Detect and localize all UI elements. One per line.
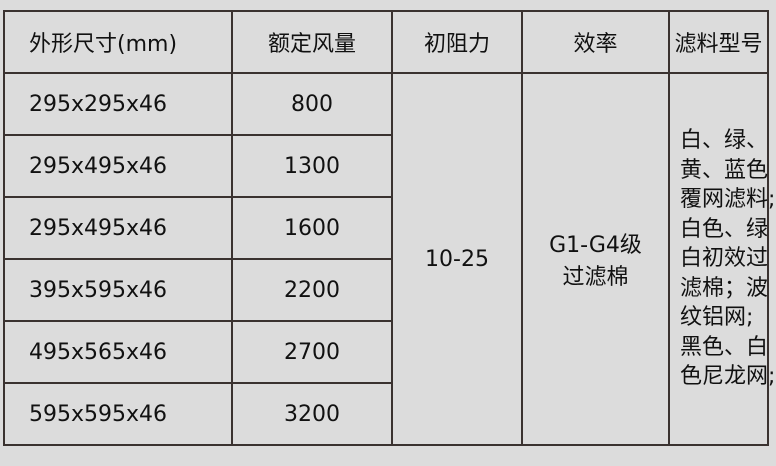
table-row: 295x495x46 1600 [3, 196, 768, 260]
size-cell: 295x495x46 [3, 196, 233, 260]
media-line: 覆网滤料; [680, 187, 776, 213]
media-line: 黄、蓝色 [680, 157, 769, 183]
airflow-cell: 2200 [231, 258, 393, 322]
size-cell: 395x595x46 [3, 258, 233, 322]
filter-spec-table: 外形尺寸(mm) 额定风量 初阻力 效率 滤料型号 295x295x46 800… [3, 10, 775, 446]
table-header-row: 外形尺寸(mm) 额定风量 初阻力 效率 滤料型号 [3, 10, 769, 74]
table-row: 495x565x46 2700 [3, 320, 768, 384]
table-row: 295x495x46 1300 [3, 134, 768, 198]
airflow-cell: 800 [231, 72, 393, 136]
size-cell: 595x595x46 [3, 382, 233, 446]
airflow-cell: 1600 [231, 196, 393, 260]
media-line: 白、绿、 [680, 128, 769, 154]
media-line: 色尼龙网; [680, 364, 776, 390]
size-cell: 295x495x46 [3, 134, 233, 198]
header-airflow: 额定风量 [231, 10, 393, 74]
media-line: 黑色、白 [680, 334, 769, 360]
header-media: 滤料型号 [668, 10, 769, 74]
media-line: 纹铝网; [680, 305, 754, 331]
header-size: 外形尺寸(mm) [3, 10, 233, 74]
airflow-cell: 2700 [231, 320, 393, 384]
size-cell: 495x565x46 [3, 320, 233, 384]
efficiency-line: G1-G4级 [549, 233, 642, 258]
media-line: 滤棉；波 [680, 275, 769, 301]
table-row: 395x595x46 2200 [3, 258, 768, 322]
size-cell: 295x295x46 [3, 72, 233, 136]
table-row: 595x595x46 3200 [3, 382, 768, 446]
resistance-cell: 10-25 [391, 72, 523, 446]
airflow-cell: 1300 [231, 134, 393, 198]
efficiency-line: 过滤棉 [562, 265, 629, 290]
media-line: 白初效过 [680, 246, 769, 272]
media-cell: 白、绿、 黄、蓝色 覆网滤料; 白色、绿 白初效过 滤棉；波 纹铝网; 黑色、白… [668, 72, 776, 446]
header-resistance: 初阻力 [391, 10, 523, 74]
header-efficiency: 效率 [521, 10, 670, 74]
media-line: 白色、绿 [680, 216, 769, 242]
table-row: 295x295x46 800 10-25 G1-G4级 过滤棉 白、绿、 黄、蓝… [3, 72, 775, 446]
efficiency-cell: G1-G4级 过滤棉 [521, 72, 670, 446]
airflow-cell: 3200 [231, 382, 393, 446]
